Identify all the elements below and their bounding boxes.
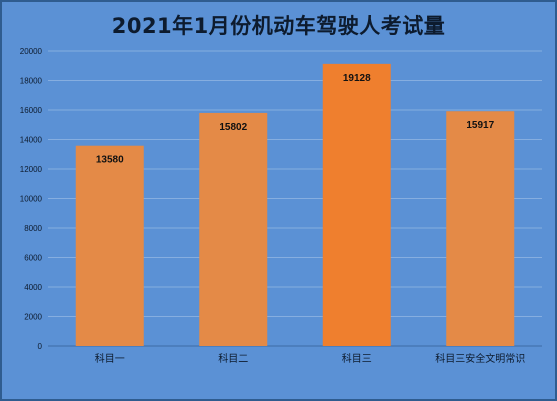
y-axis-ticks: 0 2000 4000 6000 8000 10000 12000 14000 16000 180…	[20, 47, 43, 351]
bars	[75, 63, 515, 347]
chart-title: 2021年1月份机动车驾驶人考试量	[111, 14, 446, 38]
y-tick-label: 16000	[20, 106, 43, 115]
x-axis-categories: 科目一 科目二 科目三 科目三安全文明常识	[95, 352, 526, 365]
category-label-2: 科目二	[218, 352, 248, 365]
y-tick-label: 8000	[24, 224, 42, 233]
y-tick-label: 14000	[20, 136, 43, 145]
y-tick-label: 12000	[20, 165, 43, 174]
y-tick-label: 10000	[20, 195, 43, 204]
bar-1	[75, 145, 144, 346]
y-tick-label: 4000	[24, 283, 42, 292]
bar-2	[199, 112, 268, 346]
data-labels: 13580 15802 19128 15917	[96, 73, 495, 166]
y-tick-label: 6000	[24, 254, 42, 263]
y-tick-label: 2000	[24, 313, 42, 322]
data-label-1: 13580	[96, 155, 124, 166]
y-tick-label: 20000	[20, 47, 43, 56]
bar-4	[446, 111, 515, 347]
category-label-4: 科目三安全文明常识	[435, 352, 525, 365]
y-tick-label: 18000	[20, 77, 43, 86]
data-label-3: 19128	[343, 73, 371, 84]
category-label-1: 科目一	[95, 352, 125, 365]
y-tick-label: 0	[38, 342, 43, 351]
data-label-2: 15802	[219, 122, 247, 133]
bar-3	[322, 63, 391, 346]
category-label-3: 科目三	[342, 352, 372, 365]
data-label-4: 15917	[466, 120, 494, 131]
